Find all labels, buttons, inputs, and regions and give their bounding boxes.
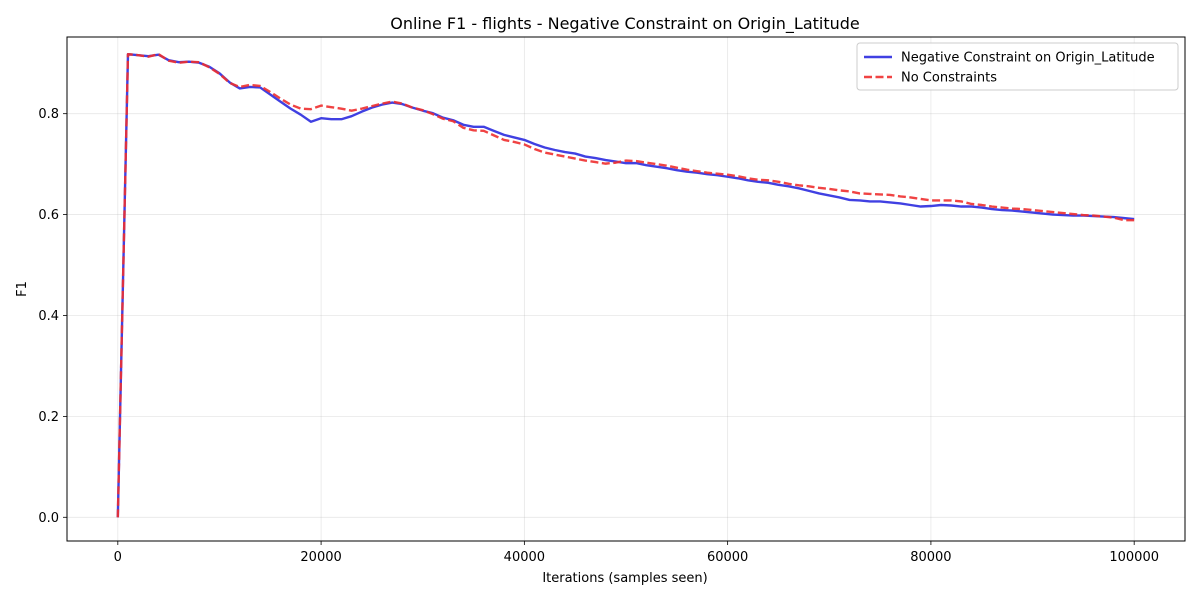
x-axis: 0 20000 40000 60000 80000 100000 [114, 541, 1159, 565]
x-tick-label: 0 [114, 550, 122, 565]
y-tick-label: 0.6 [38, 208, 59, 223]
y-tick-label: 0.8 [38, 107, 59, 122]
legend-label: Negative Constraint on Origin_Latitude [901, 51, 1155, 66]
axes-frame [66, 36, 1186, 542]
legend: Negative Constraint on Origin_Latitude No… [856, 42, 1179, 91]
legend-label: No Constraints [901, 71, 997, 86]
legend-box [856, 42, 1179, 91]
chart-title: Online F1 - flights - Negative Constrain… [390, 14, 860, 34]
series-line-1 [116, 52, 1135, 518]
x-tick-label: 80000 [910, 550, 951, 565]
y-tick-label: 0.4 [38, 309, 59, 324]
x-tick-label: 20000 [300, 550, 341, 565]
series-layer [116, 52, 1135, 518]
y-tick-label: 0.2 [38, 410, 59, 425]
y-axis: 0.0 0.2 0.4 0.6 0.8 [38, 107, 67, 526]
x-axis-label: Iterations (samples seen) [542, 571, 707, 586]
y-axis-label: F1 [15, 281, 30, 297]
grid [67, 37, 1185, 541]
y-tick-label: 0.0 [38, 511, 59, 526]
x-tick-label: 60000 [707, 550, 748, 565]
series-line-2 [116, 52, 1135, 518]
x-tick-label: 100000 [1109, 550, 1159, 565]
x-tick-label: 40000 [504, 550, 545, 565]
